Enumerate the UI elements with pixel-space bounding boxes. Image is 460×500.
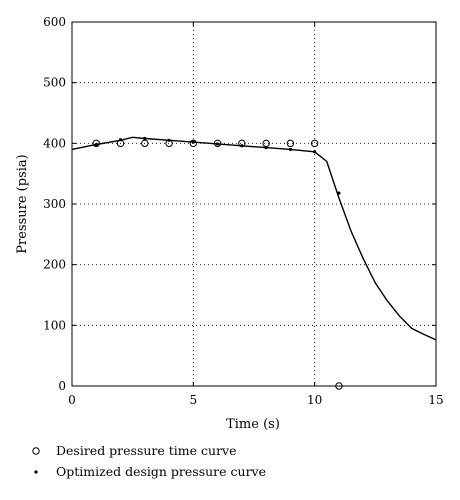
y-tick-label: 500: [43, 76, 66, 90]
x-tick-label: 15: [428, 393, 443, 407]
y-axis-title: Pressure (psia): [15, 154, 30, 253]
desired-point: [141, 139, 149, 148]
y-tick-label: 300: [43, 197, 66, 211]
legend-dot-icon: [34, 470, 38, 474]
optimized-point: [191, 140, 195, 144]
x-tick-label: 10: [307, 393, 322, 407]
y-tick-label: 0: [58, 379, 66, 393]
x-tick-label: 5: [190, 393, 198, 407]
x-axis-title: Time (s): [226, 417, 280, 432]
x-tick-label: 0: [68, 393, 76, 407]
desired-point: [335, 382, 343, 390]
y-tick-label: 200: [43, 258, 66, 272]
optimized-point: [118, 138, 123, 142]
legend-label-optimized: Optimized design pressure curve: [56, 464, 266, 479]
legend: Desired pressure time curve Optimized de…: [32, 443, 266, 479]
legend-open-circle-icon: [32, 447, 40, 455]
optimized-point: [216, 142, 220, 146]
desired-point: [92, 139, 100, 148]
grid-lines: [72, 22, 436, 386]
y-tick-label: 400: [43, 136, 66, 150]
optimized-point: [167, 138, 171, 142]
optimized-point: [313, 150, 317, 154]
axis-ticks: 0 5 10 15 0 100 200 300 400 500 600: [43, 15, 444, 407]
desired-point: [213, 139, 222, 148]
desired-point: [286, 139, 295, 148]
optimized-point: [264, 145, 268, 150]
optimized-point: [337, 191, 341, 195]
desired-point: [310, 139, 319, 148]
optimized-series-line: [71, 136, 437, 341]
y-tick-label: 600: [43, 15, 66, 29]
plot-frame: [71, 21, 437, 387]
legend-label-desired: Desired pressure time curve: [56, 443, 237, 458]
data-markers: [92, 136, 343, 390]
optimized-point: [94, 142, 98, 147]
y-tick-label: 100: [43, 318, 66, 332]
optimized-curve-line: [71, 136, 437, 341]
desired-point: [189, 139, 198, 148]
optimized-point: [240, 144, 244, 148]
optimized-point: [288, 147, 292, 151]
optimized-point: [143, 136, 147, 141]
